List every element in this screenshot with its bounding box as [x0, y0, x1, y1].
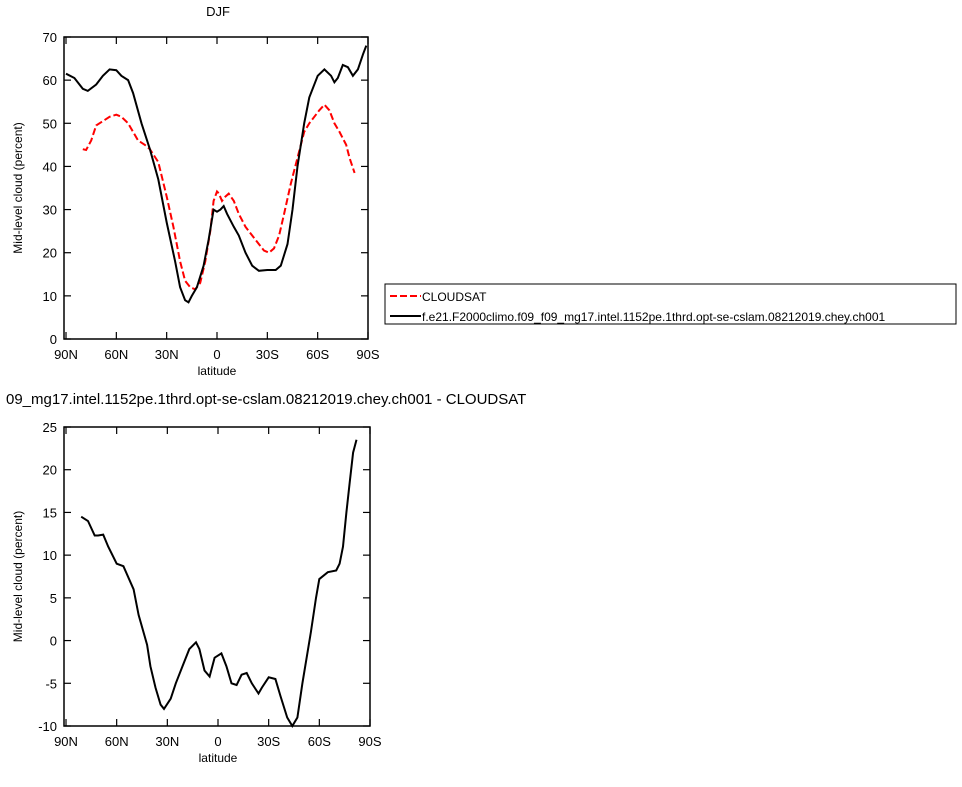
y-tick-label: 70: [43, 30, 57, 45]
y-tick-label: 25: [43, 420, 57, 435]
legend-box: [384, 283, 957, 325]
plot-frame: [63, 426, 371, 727]
x-tick-label: 30N: [155, 734, 179, 749]
x-tick-label: 30N: [155, 347, 179, 362]
y-tick-label: 30: [43, 203, 57, 218]
x-tick-label: 60S: [308, 734, 331, 749]
y-axis-label: Mid-level cloud (percent): [11, 511, 25, 642]
x-tick-label: 30S: [257, 734, 280, 749]
x-axis-label: latitude: [198, 364, 237, 378]
y-tick-label: 60: [43, 73, 57, 88]
chart-title: DJF: [206, 4, 230, 19]
y-tick-label: 10: [43, 548, 57, 563]
data-line: [80, 439, 358, 728]
y-tick-label: 20: [43, 463, 57, 478]
y-tick-label: -5: [45, 676, 57, 691]
x-axis-label: latitude: [199, 751, 238, 765]
data-line: [65, 45, 368, 304]
y-tick-label: -10: [38, 719, 57, 734]
x-tick-label: 90S: [358, 734, 381, 749]
x-tick-label: 60N: [105, 734, 129, 749]
y-axis-label: Mid-level cloud (percent): [11, 122, 25, 253]
legend-label: f.e21.F2000climo.f09_f09_mg17.intel.1152…: [422, 310, 886, 324]
y-tick-label: 0: [50, 332, 57, 347]
legend-label: CLOUDSAT: [422, 290, 487, 304]
y-tick-label: 40: [43, 159, 57, 174]
x-tick-label: 60N: [104, 347, 128, 362]
chart-title: 09_mg17.intel.1152pe.1thrd.opt-se-cslam.…: [6, 391, 526, 408]
x-tick-label: 60S: [306, 347, 329, 362]
data-line: [82, 103, 356, 291]
y-tick-label: 20: [43, 246, 57, 261]
y-tick-label: 0: [50, 634, 57, 649]
x-tick-label: 90N: [54, 734, 78, 749]
y-tick-label: 15: [43, 505, 57, 520]
plot-frame: [63, 36, 369, 340]
x-tick-label: 90N: [54, 347, 78, 362]
y-tick-label: 5: [50, 591, 57, 606]
x-tick-label: 0: [214, 734, 221, 749]
y-tick-label: 10: [43, 289, 57, 304]
y-tick-label: 50: [43, 116, 57, 131]
x-tick-label: 90S: [356, 347, 379, 362]
x-tick-label: 0: [213, 347, 220, 362]
x-tick-label: 30S: [256, 347, 279, 362]
